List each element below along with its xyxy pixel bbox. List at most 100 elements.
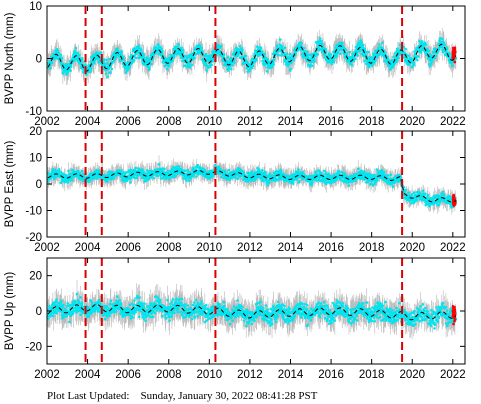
data-point [80,169,84,173]
data-point [57,51,60,55]
data-point [379,52,382,56]
data-point [173,172,176,176]
recent-point [453,51,457,54]
data-point [193,56,196,60]
error-bars [47,155,456,215]
data-point [104,72,108,76]
plot-area [47,28,458,86]
data-point [389,173,393,177]
data-point [374,180,377,184]
data-point [112,176,116,180]
data-point [361,54,365,57]
data-point [413,50,416,53]
data-point [59,53,63,57]
data-point [156,174,160,178]
data-point [429,62,433,65]
data-point [297,168,300,171]
data-point [298,179,301,183]
data-point [368,58,372,62]
data-point [131,60,134,64]
data-point [338,170,341,173]
data-point [181,49,185,52]
data-point [313,59,316,63]
data-point [354,57,357,60]
data-point [389,67,392,71]
data-point [110,178,114,181]
data-point [344,48,348,51]
data-point [393,51,397,55]
data-point [97,169,100,172]
data-point [256,166,259,170]
data-point [329,53,333,56]
data-point [356,167,360,171]
data-point [360,40,363,44]
data-point [139,48,143,51]
data-point [263,52,267,56]
data-point [429,64,432,68]
data-point [189,176,193,180]
data-point [120,49,123,53]
data-point [142,56,146,60]
recent-points [451,46,457,64]
data-point [330,62,334,66]
data-point [205,69,209,72]
data-point [160,47,163,50]
data-point [113,57,117,61]
data-point [367,50,370,54]
data-point [272,58,276,62]
data-point [302,46,306,50]
data-point [157,43,160,46]
data-point [324,172,328,176]
data-point [188,66,192,69]
data-point [294,170,298,173]
data-point [316,52,320,56]
data-point [160,52,164,56]
data-point [184,55,187,58]
data-point [102,58,106,61]
data-point [262,59,265,63]
data-point [184,169,188,172]
data-point [264,173,267,177]
data-point [434,54,438,58]
data-point [348,50,352,54]
data-point [374,59,378,62]
data-point [67,69,70,73]
data-point [99,51,103,54]
data-point [404,47,408,51]
data-point [190,63,194,67]
data-point [122,171,126,174]
data-point [391,185,395,188]
data-point [77,53,81,57]
data-point [310,180,314,184]
data-point [205,54,208,58]
data-point [60,56,64,60]
data-point [106,75,109,79]
data-point [285,52,289,56]
data-point [187,63,191,66]
data-point [137,46,140,49]
data-point [308,63,312,67]
data-point [147,68,151,72]
x-tick-label: 2020 [399,116,425,128]
data-point [168,178,171,181]
data-point [434,47,437,51]
model-line [47,43,457,72]
data-point [416,58,419,62]
x-tick-label: 2010 [197,116,223,128]
data-point [65,174,69,178]
data-point [288,52,292,56]
data-point [246,62,250,65]
data-point [242,172,246,176]
data-point [196,173,200,176]
data-point [364,50,368,54]
data-point [129,181,132,184]
data-point [329,181,333,185]
data-point [309,60,313,64]
data-point [363,170,366,173]
data-point [50,61,54,64]
data-point [74,46,78,50]
data-point [370,182,373,185]
data-point [95,177,99,180]
data-point [386,174,390,177]
data-point [203,54,206,58]
